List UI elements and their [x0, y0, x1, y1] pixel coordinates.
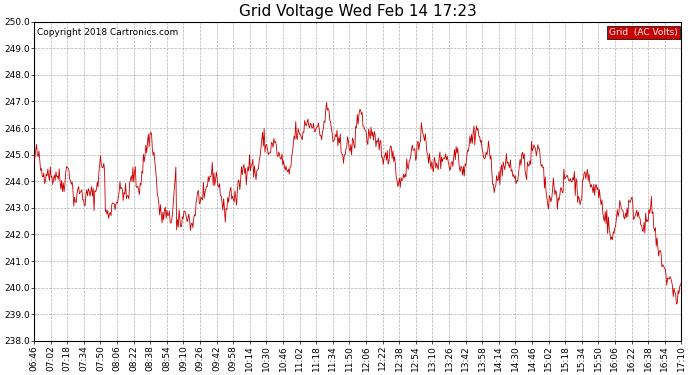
Text: Copyright 2018 Cartronics.com: Copyright 2018 Cartronics.com: [37, 28, 179, 37]
Title: Grid Voltage Wed Feb 14 17:23: Grid Voltage Wed Feb 14 17:23: [239, 4, 477, 19]
Text: Grid  (AC Volts): Grid (AC Volts): [609, 28, 678, 37]
